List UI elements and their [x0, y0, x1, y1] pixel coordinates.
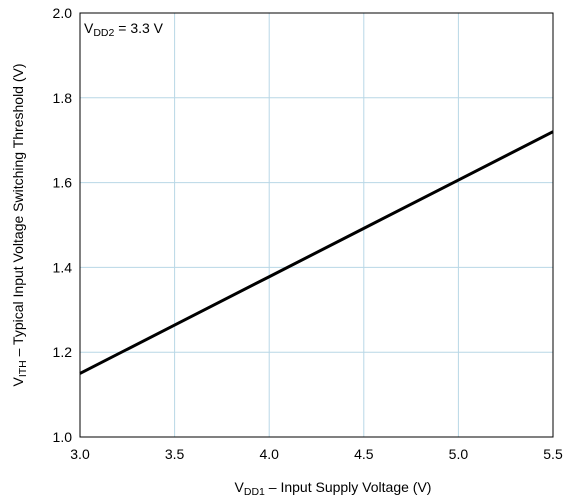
- x-axis-title-main: V: [235, 479, 245, 495]
- y-tick-label: 1.8: [53, 90, 73, 106]
- x-axis-title-sub: DD1: [244, 486, 265, 498]
- annotation-rest: = 3.3 V: [114, 20, 163, 36]
- series-line: [79, 130, 554, 375]
- y-tick-label: 2.0: [53, 5, 73, 21]
- y-axis-title-rest: – Typical Input Voltage Switching Thresh…: [10, 63, 26, 360]
- grid: [80, 13, 553, 437]
- y-tick-label: 1.4: [53, 259, 73, 275]
- plot-frame: [79, 12, 554, 438]
- x-tick-label: 4.5: [354, 446, 374, 462]
- x-tick-label: 3.0: [70, 446, 90, 462]
- x-tick-label: 4.0: [259, 446, 279, 462]
- y-axis-title-main: V: [10, 377, 26, 387]
- x-axis-title-rest: – Input Supply Voltage (V): [265, 479, 432, 495]
- condition-annotation: VDD2 = 3.3 V: [84, 20, 164, 39]
- x-axis-title: VDD1 – Input Supply Voltage (V): [235, 479, 432, 498]
- x-tick-label: 3.5: [165, 446, 185, 462]
- y-tick-label: 1.0: [53, 429, 73, 445]
- x-tick-labels: 3.0 3.5 4.0 4.5 5.0 5.5: [70, 446, 563, 462]
- annotation-main: V: [84, 20, 94, 36]
- annotation-sub: DD2: [93, 27, 114, 39]
- y-tick-labels: 1.0 1.2 1.4 1.6 1.8 2.0: [53, 5, 73, 445]
- y-tick-label: 1.6: [53, 175, 73, 191]
- y-axis-title-sub: ITH: [17, 360, 29, 377]
- y-tick-label: 1.2: [53, 344, 73, 360]
- x-tick-label: 5.5: [543, 446, 563, 462]
- x-tick-label: 5.0: [449, 446, 469, 462]
- y-axis-title: VITH – Typical Input Voltage Switching T…: [10, 63, 29, 386]
- series-layer: [79, 130, 554, 375]
